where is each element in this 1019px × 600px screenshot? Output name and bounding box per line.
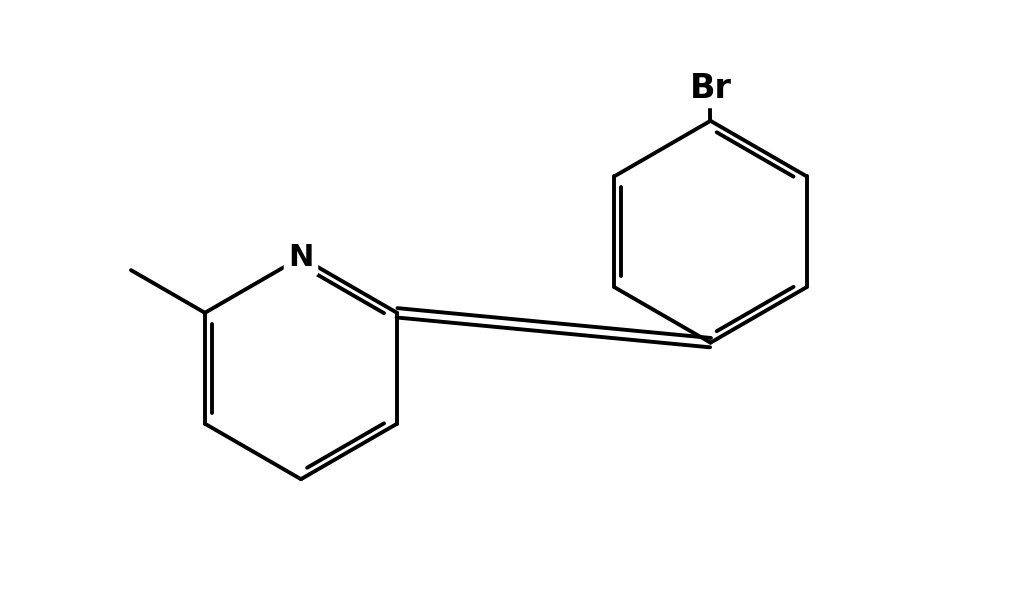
Text: Br: Br [689, 72, 731, 105]
Text: N: N [288, 243, 314, 272]
